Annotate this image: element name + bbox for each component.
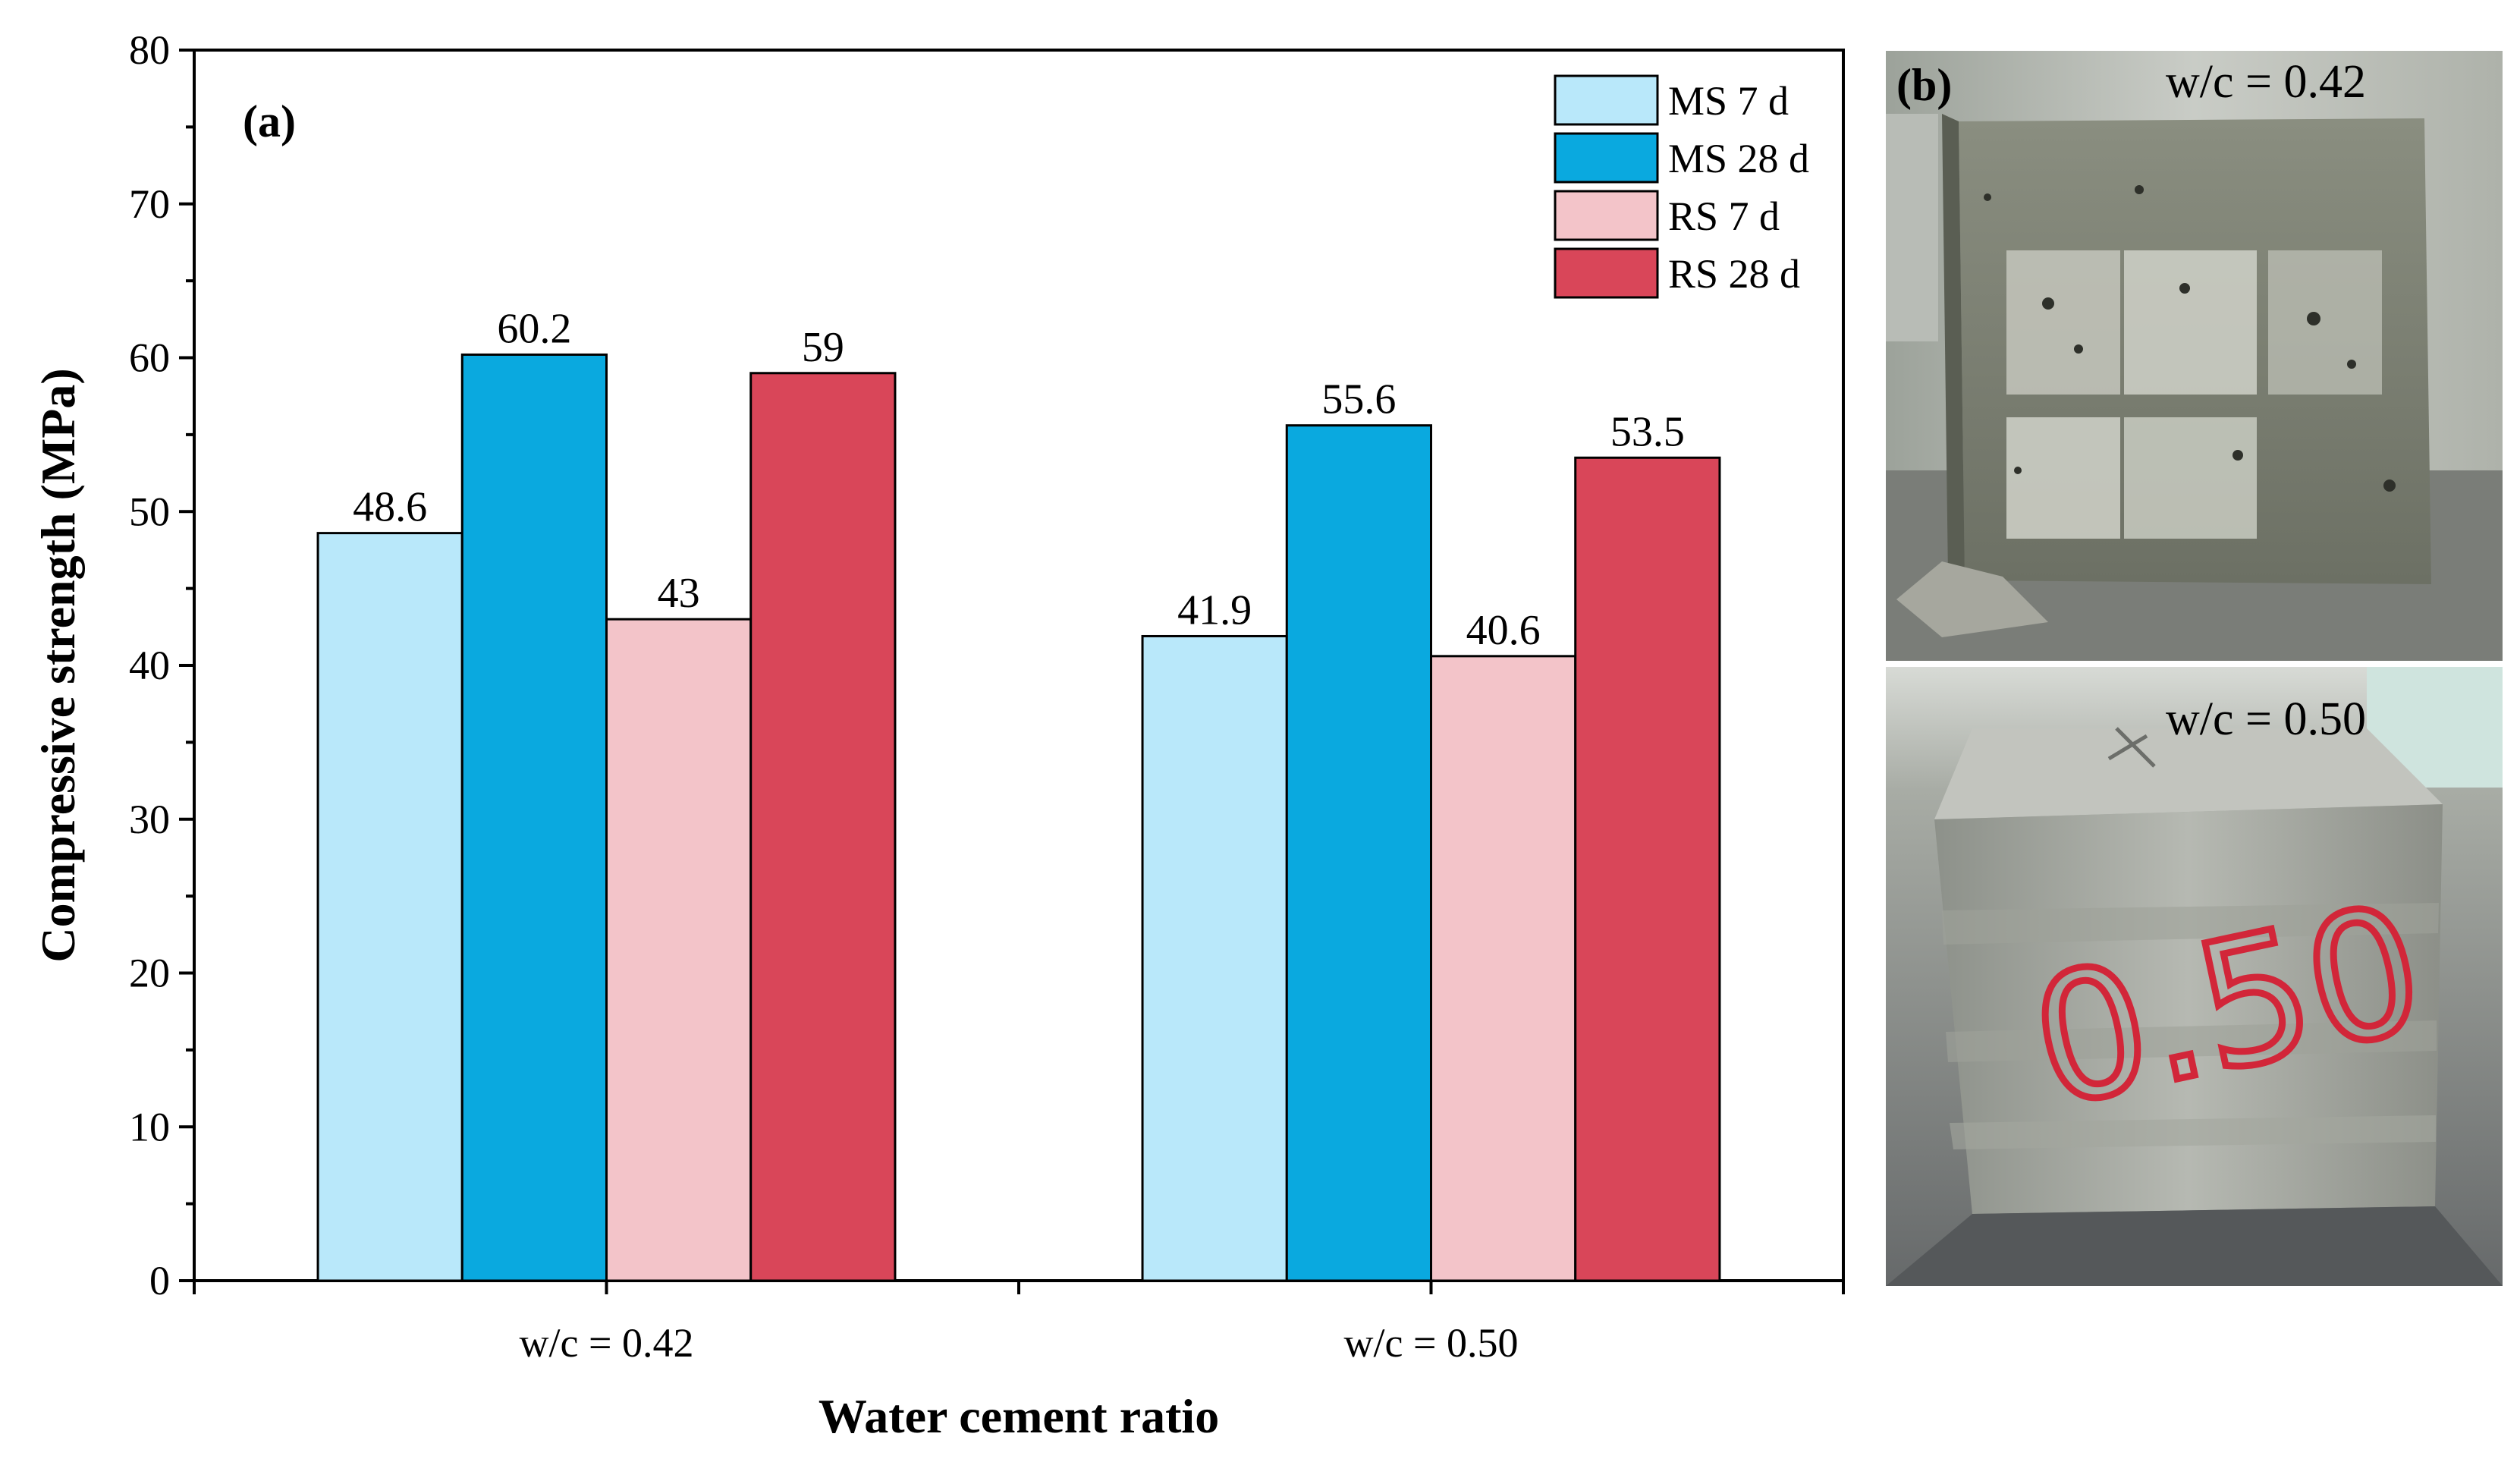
legend-label: RS 28 d <box>1668 251 1800 297</box>
legend: MS 7 d MS 28 d RS 7 d RS 28 d <box>1554 74 1809 299</box>
x-axis-title: Water cement ratio <box>819 1389 1219 1443</box>
x-tick-label: w/c = 0.42 <box>520 1320 694 1366</box>
photo-caption-bottom: w/c = 0.50 <box>2166 693 2366 745</box>
bar-value-label: 41.9 <box>1177 586 1252 634</box>
photo-caption-top: w/c = 0.42 <box>2166 56 2366 108</box>
bar <box>316 532 463 1282</box>
x-tick-label: w/c = 0.50 <box>1344 1320 1519 1366</box>
legend-swatch <box>1554 247 1659 299</box>
bar-data-labels: 48.6 60.2 43 59 41.9 55.6 40.6 53.5 <box>353 305 1685 653</box>
y-axis-title: Compressive strength (MPa) <box>31 368 85 962</box>
panel-label-b: (b) <box>1896 60 1952 110</box>
bar-chart: 0 10 20 30 40 50 60 70 80 w/c = 0.42 w/c = 0.50 4… <box>31 27 1845 1443</box>
bar-value-label: 59 <box>802 324 844 371</box>
y-tick-label: 60 <box>129 335 170 381</box>
legend-label: MS 28 d <box>1668 136 1809 181</box>
panel-label-a: (a) <box>243 96 296 146</box>
y-tick-label: 30 <box>129 797 170 842</box>
bar <box>1141 634 1288 1282</box>
bar-value-label: 40.6 <box>1466 607 1541 654</box>
photo-wc-042 <box>1885 50 2503 662</box>
y-tick-label: 50 <box>129 489 170 534</box>
y-tick-label: 0 <box>149 1258 170 1303</box>
photo-wc-050 <box>1885 666 2503 1287</box>
legend-label: MS 7 d <box>1668 78 1789 124</box>
bar-value-label: 60.2 <box>497 305 571 352</box>
x-axis: w/c = 0.42 w/c = 0.50 <box>193 1281 1845 1366</box>
y-tick-label: 80 <box>129 27 170 73</box>
bar-value-label: 48.6 <box>353 484 427 531</box>
bars <box>316 353 1721 1282</box>
bar <box>460 353 608 1282</box>
legend-swatch <box>1554 190 1659 241</box>
bar <box>749 372 897 1282</box>
y-axis: 0 10 20 30 40 50 60 70 80 <box>129 27 194 1303</box>
y-tick-label: 20 <box>129 951 170 996</box>
legend-swatch <box>1554 74 1659 126</box>
specimen-photos: (b) w/c = 0.42 0.50 w/c = 0.50 <box>1884 49 2504 1288</box>
y-tick-label: 40 <box>129 643 170 688</box>
bar <box>605 618 753 1282</box>
y-tick-label: 70 <box>129 181 170 227</box>
bar <box>1430 655 1577 1282</box>
bar-value-label: 53.5 <box>1610 408 1685 455</box>
y-tick-label: 10 <box>129 1104 170 1149</box>
bar-value-label: 55.6 <box>1321 376 1396 423</box>
legend-swatch <box>1554 132 1659 184</box>
bar <box>1285 424 1433 1282</box>
bar-value-label: 43 <box>658 570 700 617</box>
legend-label: RS 7 d <box>1668 193 1780 239</box>
bar <box>1574 456 1721 1282</box>
